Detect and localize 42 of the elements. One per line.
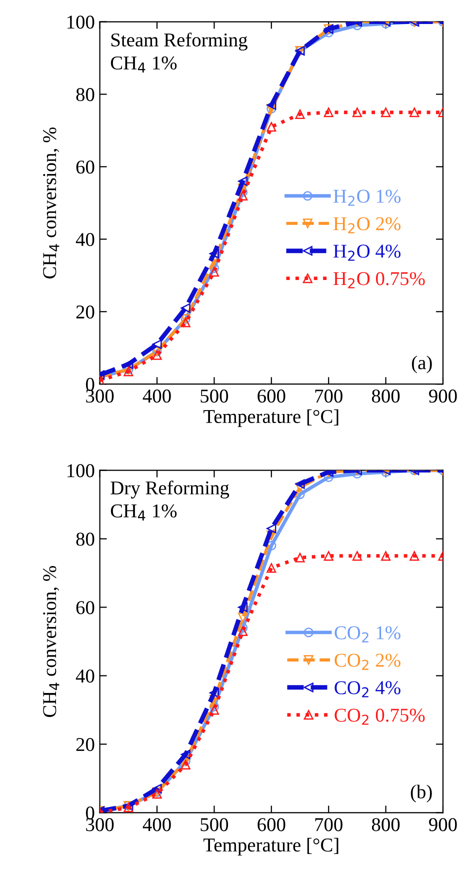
y-tick-label: 60: [76, 160, 94, 174]
x-tick-label: 300: [86, 390, 114, 403]
legend-label: H$_{2}$O 2%: [333, 217, 401, 234]
y-tick-label: 80: [76, 88, 94, 102]
legend-label: H$_{2}$O 0.75%: [333, 272, 425, 288]
y-tick-label: 40: [76, 670, 94, 683]
y-tick-label: 100: [68, 16, 94, 29]
legend-label: H$_{2}$O 4%: [333, 244, 401, 261]
legend-label: CO$_{2}$ 1%: [334, 626, 400, 642]
x-tick-label: 900: [429, 390, 457, 403]
x-tick-label: 900: [429, 818, 457, 832]
y-tick-label: 100: [68, 464, 94, 478]
x-tick-label: 400: [142, 818, 171, 832]
x-tick-label: 800: [372, 390, 400, 403]
x-tick-label: 300: [86, 818, 114, 832]
annotation: (b): [410, 784, 432, 802]
x-tick-label: 400: [142, 390, 171, 403]
y-axis-title: CH$_{4}$ conversion, %: [43, 566, 60, 718]
x-tick-label: 500: [200, 390, 228, 403]
x-tick-label: 600: [258, 818, 286, 832]
annotation: (a): [412, 356, 432, 374]
legend-label: CO$_{2}$ 4%: [334, 681, 400, 698]
y-tick-label: 0: [86, 806, 94, 820]
x-tick-label: 500: [200, 818, 228, 832]
legend-label: CO$_{2}$ 0.75%: [334, 708, 425, 725]
y-tick-label: 40: [76, 232, 94, 246]
legend-label: CO$_{2}$ 2%: [334, 654, 400, 670]
y-tick-label: 20: [76, 305, 94, 319]
annotation: Dry Reforming CH$_{4}$ 1%: [110, 480, 230, 520]
x-axis-title: Temperature [°C]: [203, 838, 338, 856]
y-tick-label: 60: [76, 601, 94, 614]
x-tick-label: 800: [372, 818, 400, 832]
y-tick-label: 80: [76, 532, 94, 546]
y-axis-title: CH$_{4}$ conversion, %: [43, 127, 60, 278]
annotation: Steam Reforming CH$_{4}$ 1%: [110, 32, 248, 73]
x-axis-title: Temperature [°C]: [203, 409, 338, 428]
x-tick-label: 600: [258, 390, 286, 403]
legend-label: H$_{2}$O 1%: [333, 190, 401, 206]
x-tick-label: 700: [315, 818, 342, 832]
x-tick-label: 700: [315, 390, 342, 403]
y-tick-label: 20: [76, 738, 94, 752]
y-tick-label: 0: [86, 378, 94, 392]
